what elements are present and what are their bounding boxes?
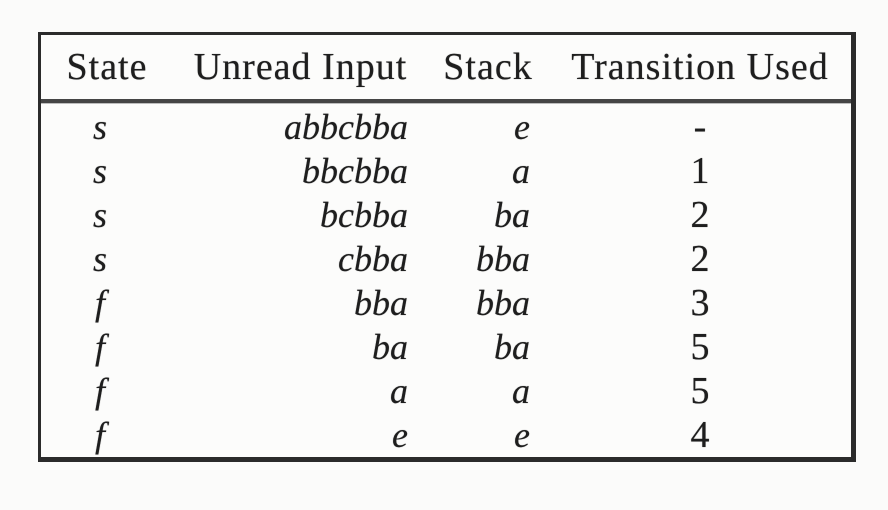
column-header-unread-input: Unread Input: [193, 46, 408, 88]
cell-unread-input: a: [390, 371, 408, 411]
cell-stack: e: [514, 415, 530, 455]
table-row: f e e 4: [41, 413, 851, 457]
table-row: f a a 5: [41, 369, 851, 413]
cell-state: s: [92, 239, 107, 279]
trace-table: State Unread Input Stack Transition Used…: [38, 32, 856, 462]
cell-state: s: [92, 151, 107, 191]
cell-stack: a: [512, 151, 530, 191]
column-header-stack: Stack: [443, 46, 533, 88]
cell-stack: ba: [494, 195, 530, 235]
header-separator-rule: [41, 99, 851, 103]
cell-transition-used: 2: [690, 238, 710, 280]
column-header-state: State: [66, 46, 148, 88]
cell-transition-used: 2: [690, 194, 710, 236]
cell-unread-input: bcbba: [320, 195, 408, 235]
table-row: f bba bba 3: [41, 281, 851, 325]
column-header-transition-used: Transition Used: [571, 46, 829, 88]
cell-state: s: [92, 195, 107, 235]
table-row: f ba ba 5: [41, 325, 851, 369]
cell-state: f: [94, 415, 105, 455]
cell-unread-input: ba: [372, 327, 408, 367]
table-row: s abbcbba e -: [41, 105, 851, 149]
cell-state: f: [94, 371, 105, 411]
cell-transition-used: 3: [690, 282, 710, 324]
cell-unread-input: abbcbba: [284, 107, 408, 147]
cell-state: s: [92, 107, 107, 147]
cell-stack: bba: [476, 239, 530, 279]
table-header-row: State Unread Input Stack Transition Used: [41, 35, 851, 99]
table-row: s bcbba ba 2: [41, 193, 851, 237]
cell-state: f: [94, 283, 105, 323]
cell-stack: a: [512, 371, 530, 411]
cell-unread-input: cbba: [338, 239, 408, 279]
cell-stack: ba: [494, 327, 530, 367]
cell-transition-used: 1: [690, 150, 710, 192]
cell-stack: bba: [476, 283, 530, 323]
cell-unread-input: bbcbba: [302, 151, 408, 191]
cell-transition-used: 5: [690, 326, 710, 368]
cell-transition-used: 4: [690, 414, 710, 456]
cell-stack: e: [514, 107, 530, 147]
cell-unread-input: bba: [354, 283, 408, 323]
cell-transition-used: -: [693, 106, 707, 148]
cell-unread-input: e: [392, 415, 408, 455]
cell-transition-used: 5: [690, 370, 710, 412]
table-row: s bbcbba a 1: [41, 149, 851, 193]
table-row: s cbba bba 2: [41, 237, 851, 281]
cell-state: f: [94, 327, 105, 367]
